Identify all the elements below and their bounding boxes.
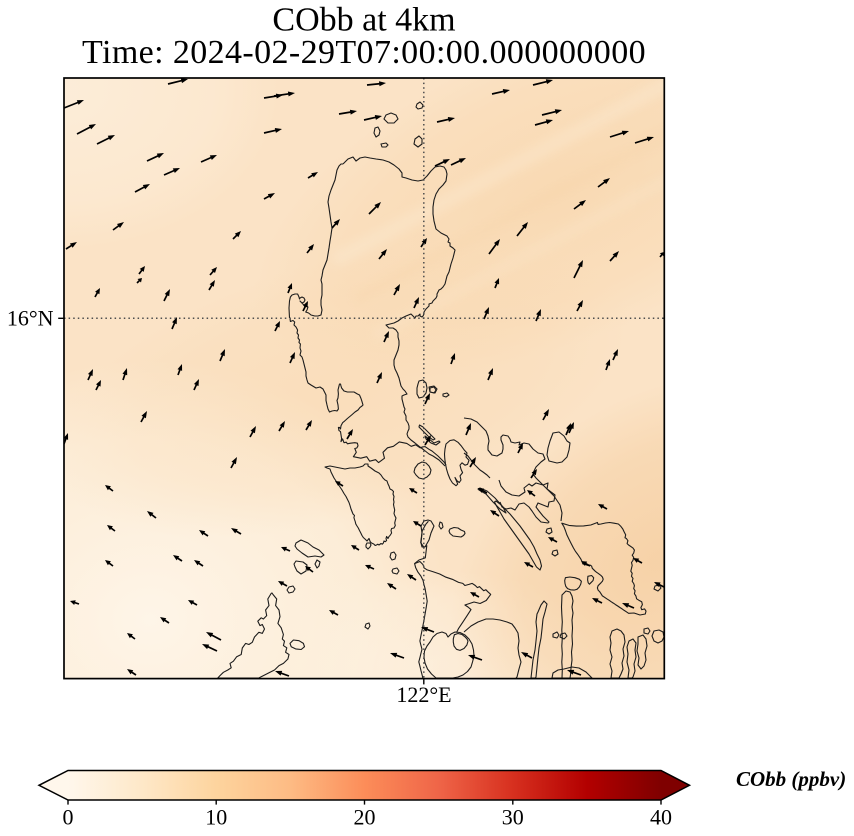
svg-text:Time: 2024-02-29T07:00:00.0000: Time: 2024-02-29T07:00:00.000000000 xyxy=(82,34,646,71)
svg-text:20: 20 xyxy=(354,805,376,830)
svg-text:CObb at 4km: CObb at 4km xyxy=(272,2,455,39)
svg-text:10: 10 xyxy=(205,805,227,830)
svg-text:30: 30 xyxy=(502,805,524,830)
svg-text:0: 0 xyxy=(63,805,74,830)
svg-text:40: 40 xyxy=(650,805,672,830)
svg-text:122°E: 122°E xyxy=(396,682,451,707)
svg-text:16°N: 16°N xyxy=(7,306,54,331)
svg-text:CObb (ppbv): CObb (ppbv) xyxy=(736,767,846,791)
